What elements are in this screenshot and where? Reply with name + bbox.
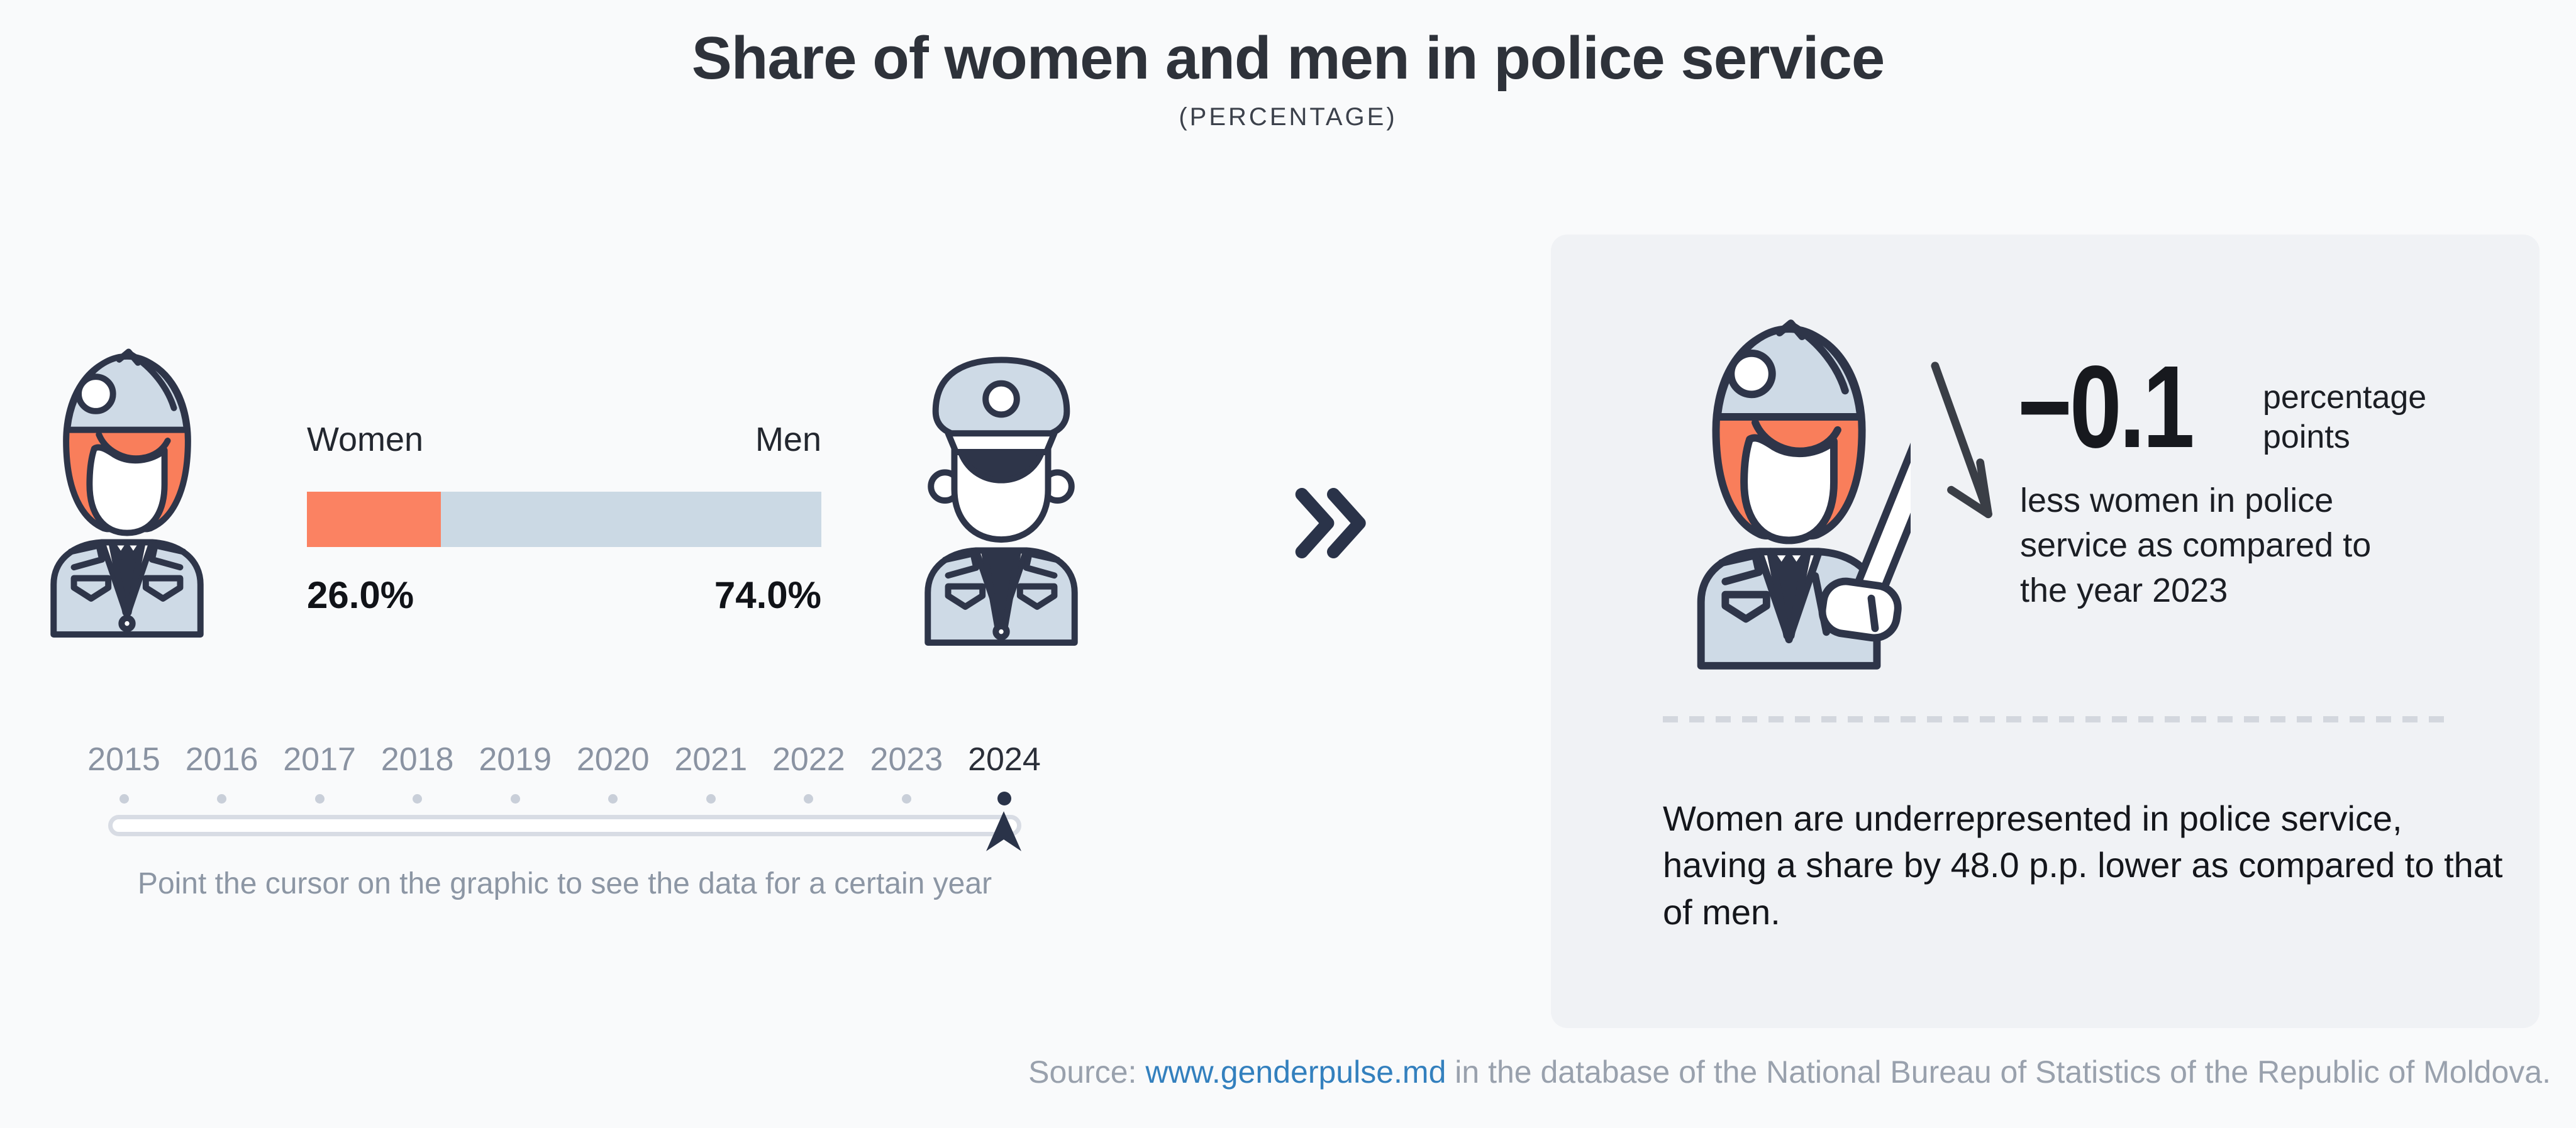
bar-values: 26.0% 74.0% <box>307 573 821 617</box>
year-dot-2017[interactable] <box>314 793 325 804</box>
year-label-2018[interactable]: 2018 <box>380 741 454 778</box>
stacked-bar <box>307 492 821 547</box>
year-dot-2021[interactable] <box>706 793 716 804</box>
dashed-divider <box>1663 716 2454 722</box>
year-label-2019[interactable]: 2019 <box>479 741 552 778</box>
source-line: Source: www.genderpulse.md in the databa… <box>1028 1054 2551 1090</box>
delta-value: −0.1 <box>2018 342 2195 472</box>
timeline-cursor-icon[interactable] <box>986 810 1021 852</box>
women-value: 26.0% <box>307 574 414 616</box>
men-label: Men <box>755 421 821 458</box>
year-dot-2022[interactable] <box>804 793 814 804</box>
policeman-icon <box>924 357 1078 646</box>
year-dot-2020[interactable] <box>608 793 618 804</box>
year-dot-2023[interactable] <box>901 793 911 804</box>
bar-legend: Women Men <box>307 420 821 459</box>
men-value: 74.0% <box>714 574 821 616</box>
year-label-2015[interactable]: 2015 <box>87 741 160 778</box>
policewoman-icon <box>50 348 204 638</box>
page-subtitle: (PERCENTAGE) <box>1179 103 1397 131</box>
page-title: Share of women and men in police service <box>691 25 1885 92</box>
year-dot-2015[interactable] <box>119 793 129 804</box>
year-dot-2019[interactable] <box>510 793 520 804</box>
year-dot-2024[interactable] <box>997 792 1011 805</box>
year-label-2017[interactable]: 2017 <box>283 741 356 778</box>
women-label: Women <box>307 421 424 458</box>
bar-segment-men[interactable] <box>440 492 821 547</box>
year-label-2020[interactable]: 2020 <box>576 741 650 778</box>
insight-summary: Women are underrepresented in police ser… <box>1663 799 2503 932</box>
year-label-2024[interactable]: 2024 <box>968 741 1041 778</box>
source-link[interactable]: www.genderpulse.md <box>1145 1054 1446 1090</box>
bar-segment-women[interactable] <box>307 492 441 547</box>
timeline-dots <box>77 791 1052 806</box>
timeline-years: 2015 2016 2017 2018 2019 2020 2021 2022 2023 2024 <box>77 741 1052 778</box>
year-label-2021[interactable]: 2021 <box>674 741 748 778</box>
source-suffix: in the database of the National Bureau o… <box>1446 1054 2551 1090</box>
year-dot-2018[interactable] <box>413 793 423 804</box>
double-chevron-icon <box>1295 488 1366 558</box>
delta-unit: percentage points <box>2263 379 2427 456</box>
delta-description: less women in police service as compared… <box>2020 482 2372 609</box>
source-prefix: Source: <box>1028 1054 1146 1090</box>
year-label-2022[interactable]: 2022 <box>772 741 845 778</box>
year-label-2016[interactable]: 2016 <box>185 741 258 778</box>
timeline-track[interactable] <box>108 815 1021 836</box>
year-dot-2016[interactable] <box>217 793 227 804</box>
policewoman-baton-icon <box>1697 319 1911 670</box>
insight-panel: −0.1 percentage points less women in pol… <box>1551 235 2540 1028</box>
timeline-hint: Point the cursor on the graphic to see t… <box>137 867 992 900</box>
down-right-arrow-icon <box>1931 362 1992 519</box>
year-label-2023[interactable]: 2023 <box>870 741 943 778</box>
